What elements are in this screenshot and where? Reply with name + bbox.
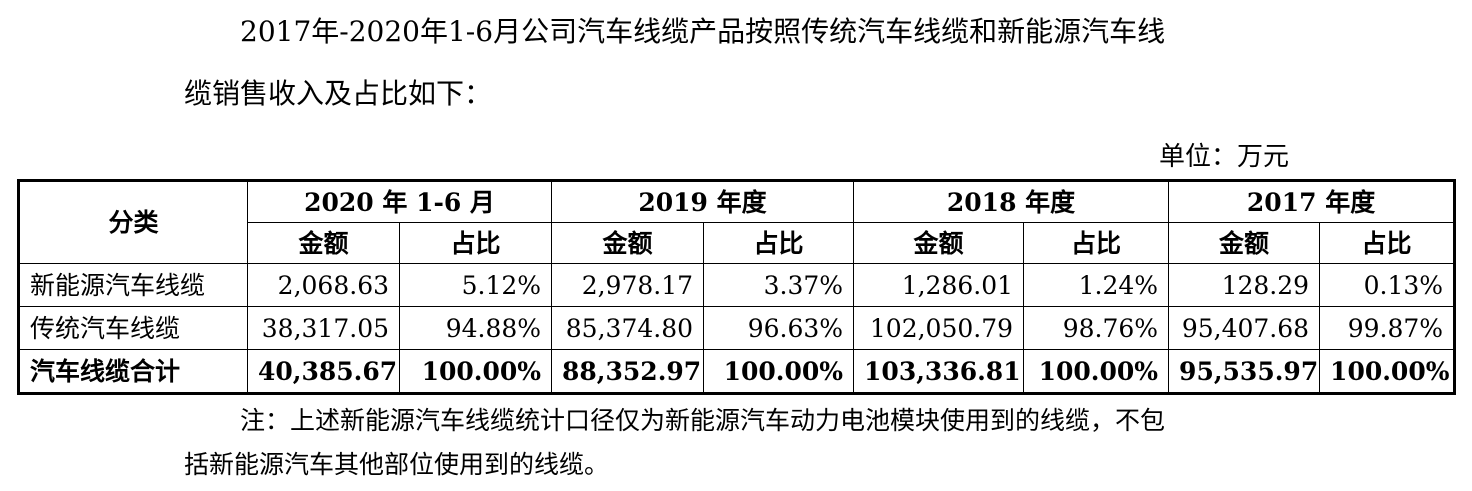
period-header: 2020 年 1-6 月 <box>246 180 553 223</box>
ratio-header: 占比 <box>703 222 855 264</box>
ratio-cell: 3.37% <box>703 263 855 307</box>
intro-text-line-2: 缆销售收入及占比如下： <box>184 77 493 110</box>
ratio-cell: 0.13% <box>1319 263 1456 307</box>
amount-cell: 95,535.97 <box>1168 349 1321 394</box>
amount-cell: 1,286.01 <box>853 263 1025 307</box>
period-header: 2019 年度 <box>551 180 855 223</box>
amount-cell: 128.29 <box>1168 263 1321 307</box>
ratio-header: 占比 <box>1319 222 1456 264</box>
table-row-total: 汽车线缆合计 40,385.67 100.00% 88,352.97 100.0… <box>18 349 1456 394</box>
amount-cell: 102,050.79 <box>853 306 1025 350</box>
category-header: 分类 <box>18 180 248 264</box>
amount-cell: 85,374.80 <box>551 306 705 350</box>
ratio-cell: 98.76% <box>1023 306 1170 350</box>
ratio-cell: 96.63% <box>703 306 855 350</box>
ratio-cell: 100.00% <box>1319 349 1456 394</box>
ratio-header: 占比 <box>1023 222 1170 264</box>
footnote-line-2: 括新能源汽车其他部位使用到的线缆。 <box>184 450 610 479</box>
amount-header: 金额 <box>247 222 400 264</box>
amount-cell: 95,407.68 <box>1168 306 1321 350</box>
ratio-cell: 5.12% <box>398 263 553 307</box>
ratio-cell: 1.24% <box>1023 263 1170 307</box>
table-header-row-periods: 分类 2020 年 1-6 月 2019 年度 2018 年度 2017 年度 <box>18 180 1456 264</box>
ratio-cell: 99.87% <box>1319 306 1456 350</box>
amount-header: 金额 <box>551 222 705 264</box>
amount-header: 金额 <box>853 222 1025 264</box>
intro-text-line-1: 2017年-2020年1-6月公司汽车线缆产品按照传统汽车线缆和新能源汽车线 <box>240 15 1166 48</box>
sales-table: 分类 2020 年 1-6 月 2019 年度 2018 年度 2017 年度 … <box>17 179 1457 395</box>
row-label: 汽车线缆合计 <box>18 349 248 394</box>
ratio-cell: 100.00% <box>1023 349 1170 394</box>
amount-cell: 40,385.67 <box>247 349 400 394</box>
amount-cell: 2,978.17 <box>551 263 705 307</box>
amount-cell: 2,068.63 <box>247 263 400 307</box>
ratio-cell: 94.88% <box>398 306 553 350</box>
table-row: 传统汽车线缆 38,317.05 94.88% 85,374.80 96.63%… <box>18 306 1456 350</box>
unit-label: 单位：万元 <box>1158 142 1289 172</box>
table-row: 新能源汽车线缆 2,068.63 5.12% 2,978.17 3.37% 1,… <box>18 263 1456 307</box>
period-header: 2018 年度 <box>853 180 1170 223</box>
amount-cell: 88,352.97 <box>551 349 705 394</box>
row-label: 传统汽车线缆 <box>18 306 248 350</box>
period-header: 2017 年度 <box>1168 180 1456 223</box>
ratio-cell: 100.00% <box>703 349 855 394</box>
amount-cell: 38,317.05 <box>247 306 400 350</box>
footnote-line-1: 注：上述新能源汽车线缆统计口径仅为新能源汽车动力电池模块使用到的线缆，不包 <box>240 406 1166 435</box>
ratio-header: 占比 <box>398 222 553 264</box>
ratio-cell: 100.00% <box>398 349 553 394</box>
amount-header: 金额 <box>1168 222 1321 264</box>
row-label: 新能源汽车线缆 <box>18 263 248 307</box>
amount-cell: 103,336.81 <box>853 349 1025 394</box>
